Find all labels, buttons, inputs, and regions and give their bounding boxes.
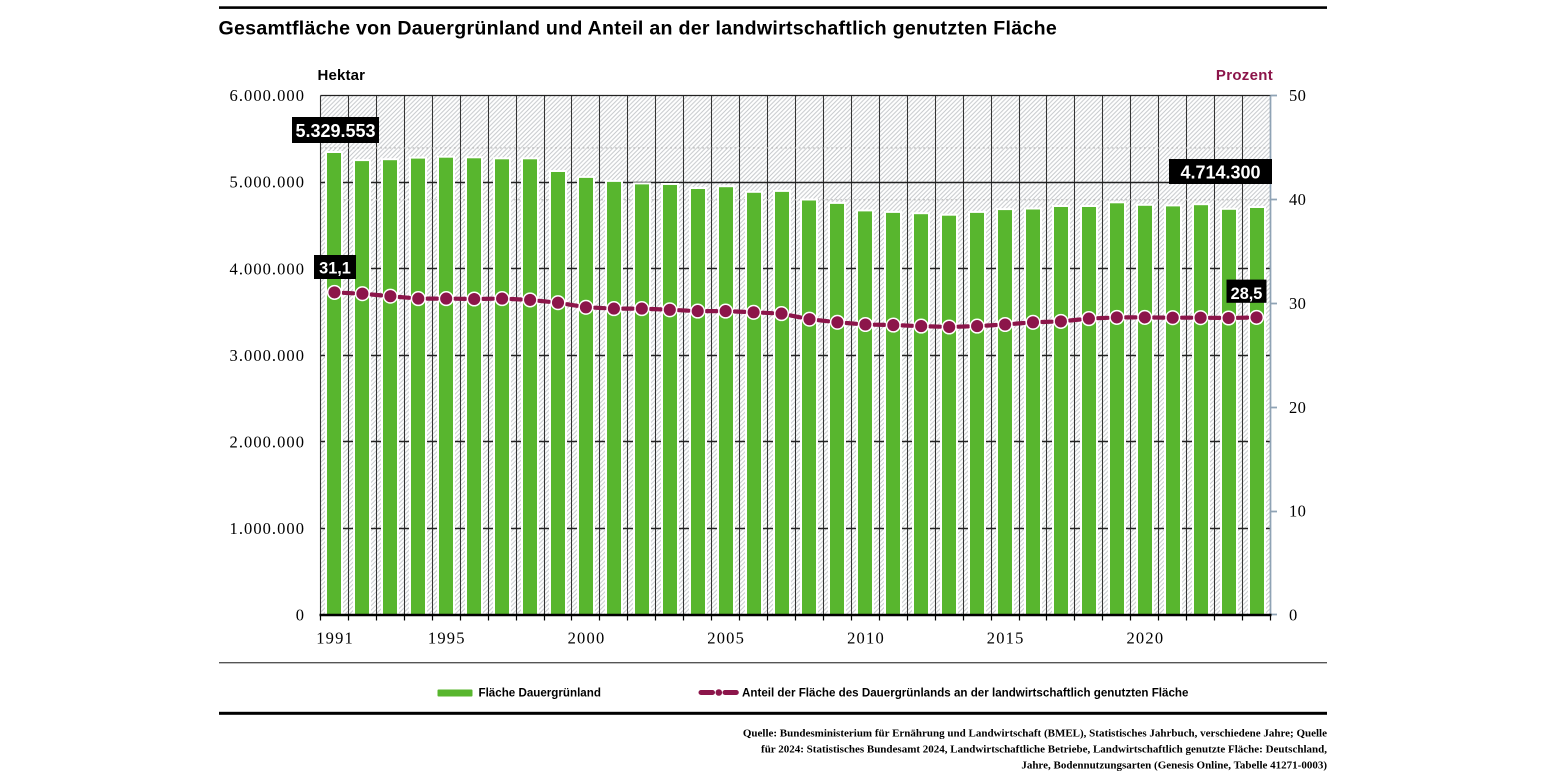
svg-text:3.000.000: 3.000.000 (230, 346, 305, 365)
svg-text:10: 10 (1289, 502, 1306, 521)
svg-text:1.000.000: 1.000.000 (230, 519, 305, 538)
svg-text:2015: 2015 (987, 628, 1025, 647)
svg-text:40: 40 (1289, 190, 1306, 209)
svg-text:30: 30 (1289, 294, 1306, 313)
svg-text:31,1: 31,1 (319, 259, 351, 277)
svg-text:1995: 1995 (428, 628, 466, 647)
svg-text:0: 0 (1289, 606, 1298, 625)
svg-text:28,5: 28,5 (1231, 285, 1263, 303)
svg-text:4.000.000: 4.000.000 (230, 259, 305, 278)
svg-text:für 2024: Statistisches Bundes: für 2024: Statistisches Bundesamt 2024, … (761, 744, 1327, 756)
svg-text:Gesamtfläche von Dauergrünland: Gesamtfläche von Dauergrünland und Antei… (219, 18, 1058, 40)
svg-text:2000: 2000 (568, 628, 606, 647)
svg-text:50: 50 (1289, 86, 1306, 105)
svg-text:Jahre, Bodennutzungsarten (Gen: Jahre, Bodennutzungsarten (Genesis Onlin… (1021, 760, 1327, 772)
svg-text:20: 20 (1289, 398, 1306, 417)
svg-text:6.000.000: 6.000.000 (230, 86, 305, 105)
svg-text:1991: 1991 (316, 628, 354, 647)
svg-text:0: 0 (296, 606, 305, 625)
svg-text:Prozent: Prozent (1216, 67, 1273, 84)
svg-text:4.714.300: 4.714.300 (1180, 162, 1260, 182)
svg-text:5.000.000: 5.000.000 (230, 173, 305, 192)
svg-text:Quelle: Bundesministerium für: Quelle: Bundesministerium für Ernährung … (743, 728, 1327, 740)
svg-text:2005: 2005 (707, 628, 745, 647)
svg-text:Anteil der Fläche des Dauergrü: Anteil der Fläche des Dauergrünlands an … (742, 686, 1189, 699)
svg-text:Hektar: Hektar (318, 67, 366, 84)
svg-text:2.000.000: 2.000.000 (230, 432, 305, 451)
svg-text:2020: 2020 (1126, 628, 1164, 647)
svg-text:5.329.553: 5.329.553 (295, 121, 375, 141)
svg-text:2010: 2010 (847, 628, 885, 647)
svg-text:Fläche Dauergrünland: Fläche Dauergrünland (479, 686, 601, 699)
